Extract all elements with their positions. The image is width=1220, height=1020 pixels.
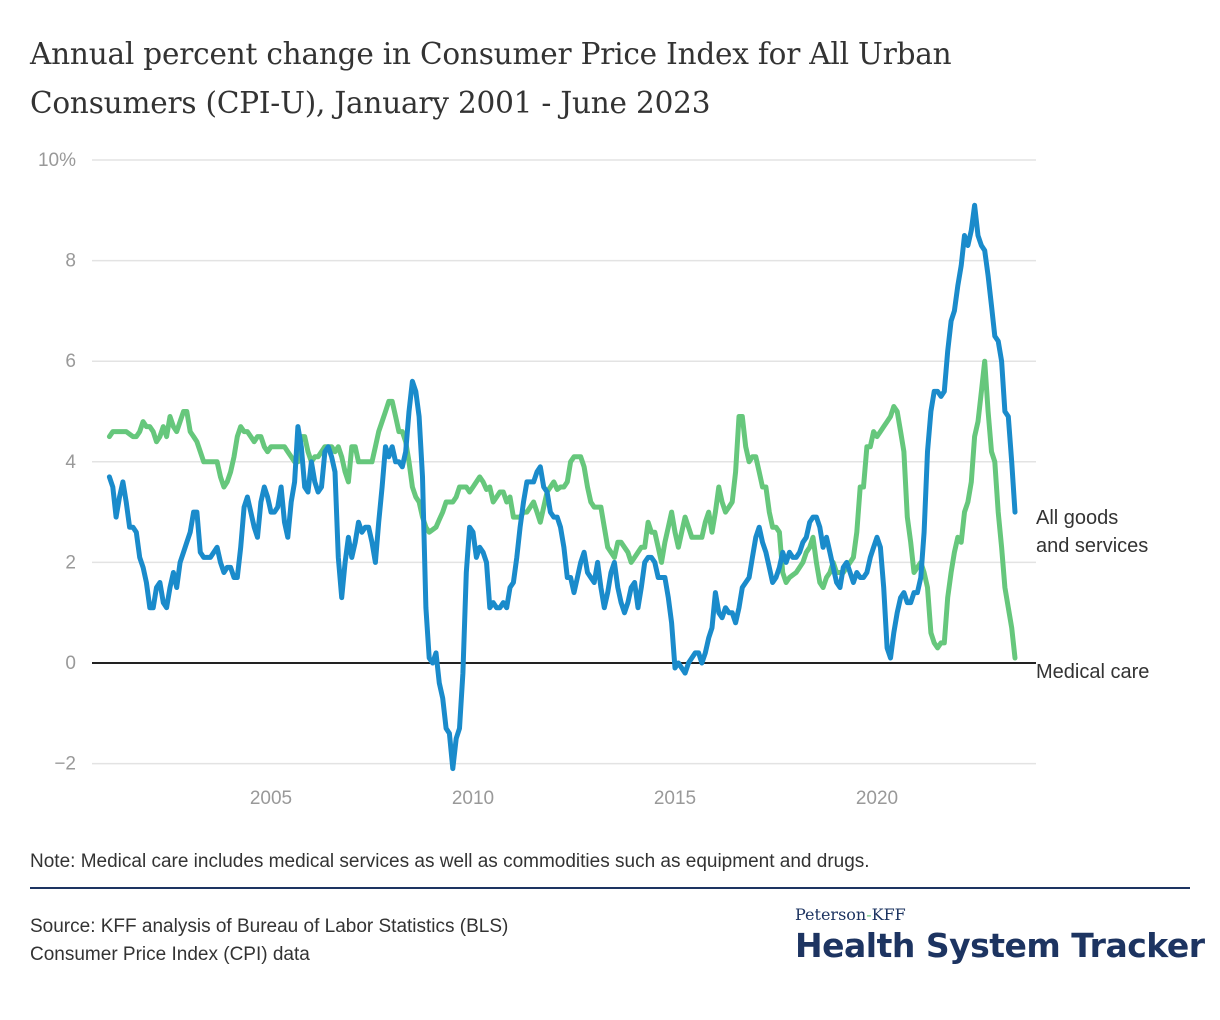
series-line-medical-care <box>106 358 1018 661</box>
source-line1: Source: KFF analysis of Bureau of Labor … <box>30 916 509 937</box>
divider <box>30 887 1190 889</box>
series-lines <box>106 202 1018 772</box>
y-tick-label: 8 <box>65 251 76 272</box>
x-axis-ticks: 2005 2010 2015 2020 <box>250 788 898 809</box>
chart-title-line2: Consumers (CPI-U), January 2001 - June 2… <box>30 86 711 120</box>
y-tick-label: 6 <box>65 351 76 372</box>
x-tick-label: 2010 <box>452 788 494 809</box>
series-label: Medical care <box>1036 661 1149 683</box>
series-line-all-goods-and-services <box>106 202 1018 772</box>
chart-title-line1: Annual percent change in Consumer Price … <box>30 37 952 71</box>
gridlines <box>92 159 1036 765</box>
x-tick-label: 2005 <box>250 788 292 809</box>
y-tick-label: 4 <box>65 452 76 473</box>
logo-text: Peterson <box>795 905 867 924</box>
y-tick-label: 10% <box>38 150 76 171</box>
x-tick-label: 2015 <box>654 788 696 809</box>
y-tick-label: 0 <box>65 653 76 674</box>
chart-title: Annual percent change in Consumer Price … <box>30 30 1180 128</box>
source-line2: Consumer Price Index (CPI) data <box>30 944 310 965</box>
series-label: and services <box>1036 535 1148 557</box>
logo-dash: - <box>866 905 872 924</box>
y-tick-label: 2 <box>65 552 76 573</box>
x-tick-label: 2020 <box>856 788 898 809</box>
logo-health-system-tracker: Health System Tracker <box>795 926 1205 965</box>
series-label: All goods <box>1036 507 1118 529</box>
chart-source: Source: KFF analysis of Bureau of Labor … <box>30 913 508 969</box>
logo-peterson-kff: Peterson-KFF <box>795 905 906 924</box>
logo-text: KFF <box>871 905 906 924</box>
y-tick-label: −2 <box>54 754 76 775</box>
chart-note: Note: Medical care includes medical serv… <box>30 851 870 872</box>
series-labels: All goods and services Medical care <box>1036 507 1149 683</box>
y-axis-ticks: 10% 8 6 4 2 0 −2 <box>38 150 76 775</box>
